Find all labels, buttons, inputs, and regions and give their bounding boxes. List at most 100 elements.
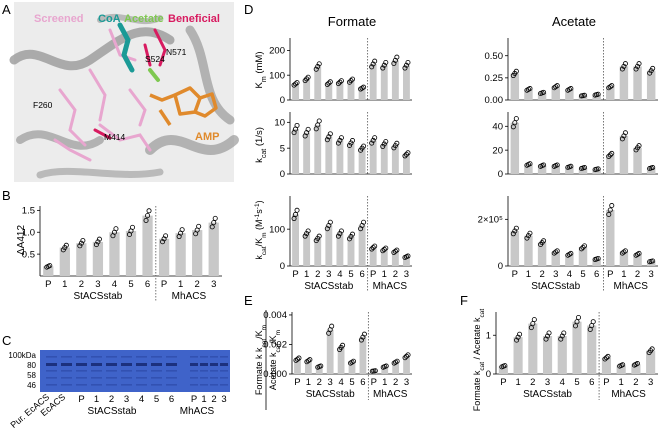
replicate-point [346, 79, 352, 85]
replicate-point [609, 83, 615, 89]
gel-band [210, 363, 218, 366]
replicate-point [605, 353, 611, 359]
x-tick-label: 1 [515, 377, 520, 388]
replicate-point [527, 86, 533, 92]
replicate-point [348, 140, 354, 146]
replicate-point [649, 346, 655, 352]
replicate-point [315, 64, 321, 70]
gel-band [151, 363, 162, 366]
bar [542, 336, 553, 374]
gel-lane-label: 2 [211, 394, 216, 405]
replicate-point [209, 224, 215, 230]
replicate-point [606, 211, 612, 217]
gel-band [76, 384, 87, 386]
x-tick-label: 2 [393, 269, 398, 280]
gel-band [46, 363, 57, 366]
bar [403, 256, 410, 266]
gel-band [220, 377, 228, 379]
bar [646, 168, 656, 174]
gel-band [190, 384, 198, 386]
bar [380, 144, 388, 174]
residue-label-3: F260 [33, 100, 53, 110]
gel-band [190, 356, 198, 358]
bar [578, 168, 588, 174]
gel-band [220, 370, 228, 372]
y-tick-label: 0 [280, 169, 285, 180]
bar [616, 365, 626, 374]
replicate-point [337, 231, 343, 237]
gel-band [91, 356, 102, 358]
replicate-point [405, 253, 411, 259]
gel-band [190, 377, 198, 379]
legend-coa: CoA [98, 13, 121, 25]
replicate-point [502, 363, 508, 369]
replicate-point [129, 224, 135, 230]
replicate-point [163, 233, 169, 239]
gel-band [136, 384, 147, 386]
replicate-point [636, 143, 642, 149]
replicate-point [78, 240, 84, 246]
bar [619, 252, 629, 266]
bar [358, 148, 366, 174]
replicate-point [636, 250, 642, 256]
bar [391, 145, 399, 174]
gel-lane-label: 2 [109, 394, 114, 405]
replicate-point [146, 208, 152, 214]
panel-label-f: F [460, 293, 468, 308]
replicate-point [394, 54, 400, 60]
x-tick-label: 2 [393, 377, 398, 388]
gel-lane-label: 1 [201, 394, 206, 405]
replicate-point [291, 216, 297, 222]
bar [92, 241, 104, 276]
replicate-point [113, 226, 119, 232]
y-tick-label: 100 [269, 70, 285, 81]
ladder-unit-label: 100kDa [8, 351, 36, 360]
replicate-point [545, 333, 551, 339]
gel-band [106, 370, 117, 372]
replicate-point [402, 65, 408, 71]
replicate-point [63, 242, 69, 248]
bar [551, 86, 560, 100]
bar [510, 122, 520, 174]
replicate-point [609, 150, 615, 156]
replicate-point [543, 336, 549, 342]
amp-ligand [149, 86, 218, 126]
replicate-point [372, 243, 378, 249]
replicate-point [143, 217, 149, 223]
x-tick-label: 5 [348, 269, 353, 280]
x-tick-label: P [500, 377, 506, 388]
replicate-point [361, 84, 367, 90]
x-tick-label: P [603, 377, 609, 388]
bar [633, 147, 642, 174]
replicate-point [394, 140, 400, 146]
bar [619, 66, 629, 100]
replicate-point [361, 331, 367, 337]
x-tick-label: 1 [526, 269, 531, 280]
gel-band [220, 363, 228, 366]
bar [633, 254, 642, 266]
bar [537, 92, 547, 100]
replicate-point [383, 60, 389, 66]
bar [314, 66, 322, 100]
gel-band [106, 363, 117, 366]
bar [43, 266, 54, 276]
y-tick-label: 200 [269, 46, 285, 57]
x-tick-label: 2 [317, 377, 322, 388]
y-tick-label: 0.5 [22, 249, 35, 260]
gel-band [220, 384, 228, 386]
bar [524, 235, 533, 266]
bar [572, 321, 582, 374]
replicate-point [405, 352, 411, 358]
replicate-point [582, 165, 588, 171]
replicate-point [546, 330, 552, 336]
x-tick-label: 2 [79, 279, 84, 290]
replicate-point [514, 337, 520, 343]
x-tick-label: 3 [95, 279, 100, 290]
replicate-point [93, 242, 99, 248]
bar [59, 247, 70, 276]
replicate-point [513, 116, 519, 122]
bar [601, 357, 612, 374]
ladder-mark-80: 80 [27, 361, 36, 370]
gel-band [136, 377, 147, 379]
